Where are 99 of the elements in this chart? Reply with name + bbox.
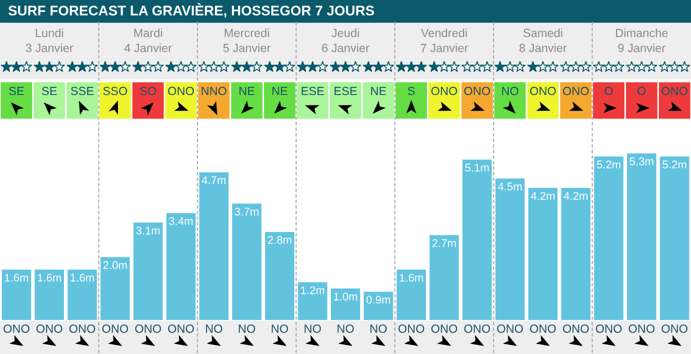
text: Samedi [523, 28, 562, 38]
text: 8 Janvier [519, 44, 567, 52]
text: 7 Janvier [420, 44, 468, 52]
text: NE [272, 86, 288, 96]
text: SE [42, 86, 57, 96]
bar [594, 156, 624, 320]
text: ESE [302, 86, 324, 96]
text: S [408, 86, 415, 96]
data-label: 1.6m [70, 274, 94, 282]
text: O [638, 86, 646, 96]
bar [232, 204, 262, 320]
text: NE [371, 86, 386, 96]
data-label: 1.6m [4, 274, 28, 282]
data-label: 4.2m [530, 192, 555, 200]
chart-title: SURF FORECAST LA GRAVIÈRE, HOSSEGOR 7 JOURS [8, 3, 374, 18]
x-tick-label: ONO [135, 324, 161, 333]
text: NE [240, 86, 254, 96]
data-label: 1.0m [334, 292, 358, 300]
bar [166, 213, 196, 320]
x-tick-label: ONO [562, 324, 589, 333]
x-tick-label: NO [272, 324, 288, 333]
x-tick-label: NO [338, 324, 354, 333]
text: ONO [562, 86, 589, 96]
bar [199, 172, 229, 320]
text: ONO [530, 86, 556, 96]
text: Mardi [134, 28, 162, 38]
bar [396, 270, 426, 320]
text: ONO [168, 86, 194, 96]
text: 4 Janvier [124, 44, 172, 52]
x-tick-label: ONO [596, 324, 622, 333]
text: 5 Janvier [223, 44, 271, 52]
x-tick-label: ONO [168, 324, 194, 333]
text: 9 Janvier [618, 44, 666, 52]
x-tick-label: NO [206, 324, 222, 333]
text: O [604, 86, 613, 96]
bar [330, 288, 360, 320]
text: 3 Janvier [26, 44, 74, 52]
data-label: 0.9m [366, 296, 390, 304]
x-tick-label: ONO [4, 324, 30, 333]
bar [68, 270, 97, 320]
x-tick-label: ONO [497, 324, 523, 333]
data-label: 2.7m [432, 239, 456, 247]
text: SE [9, 86, 24, 96]
x-tick-label: ONO [431, 324, 458, 333]
text: NNO [202, 86, 226, 96]
data-label: 3.1m [136, 226, 160, 234]
bar [528, 188, 558, 320]
data-label: 4.7m [202, 176, 226, 184]
text: NO [502, 86, 518, 96]
bar [133, 222, 163, 320]
text: Mercredi [224, 28, 269, 38]
text: ONO [464, 86, 490, 96]
data-label: 2.8m [268, 236, 292, 244]
bar [561, 188, 590, 320]
data-label: 4.2m [564, 192, 588, 200]
bar [495, 178, 525, 320]
x-tick-label: ONO [628, 324, 655, 333]
bar [660, 156, 690, 320]
bar [627, 153, 656, 320]
x-tick-label: ONO [69, 324, 96, 333]
bar [364, 292, 394, 320]
text: Dimanche [616, 28, 668, 38]
data-label: 1.6m [38, 274, 61, 282]
x-tick-label: ONO [36, 324, 62, 333]
text: SO [140, 86, 156, 96]
data-label: 4.5m [498, 182, 522, 190]
text: ESE [334, 86, 357, 96]
text: Lundi [36, 28, 64, 38]
text: Jeudi [332, 28, 359, 38]
data-label: 5.1m [465, 164, 489, 172]
text: SSO [103, 86, 128, 96]
text: Vendredi [420, 28, 467, 38]
bar [2, 270, 32, 320]
x-tick-label: NO [238, 324, 256, 333]
x-tick-label: NO [304, 324, 321, 333]
data-label: 3.7m [234, 208, 258, 216]
data-label: 1.6m [400, 274, 423, 282]
data-label: 3.4m [169, 217, 193, 226]
x-tick-label: ONO [530, 324, 556, 333]
bar [430, 235, 459, 320]
x-tick-label: ONO [662, 324, 688, 333]
bar [298, 282, 328, 320]
data-label: 2.0m [103, 261, 127, 270]
bar [462, 160, 492, 320]
text: ONO [431, 86, 458, 96]
x-tick-label: NO [370, 324, 387, 333]
data-label: 1.2m [301, 286, 324, 294]
x-tick-label: ONO [398, 324, 424, 333]
text: SSE [70, 86, 94, 96]
text: 6 Janvier [322, 44, 370, 52]
data-label: 5.3m [630, 157, 654, 166]
text: ONO [662, 86, 688, 96]
bar [34, 270, 64, 320]
data-label: 5.2m [662, 160, 686, 168]
x-tick-label: ONO [464, 324, 490, 333]
x-tick-label: ONO [102, 324, 128, 333]
data-label: 5.2m [596, 160, 620, 168]
bar [265, 232, 294, 320]
bar [100, 257, 130, 320]
